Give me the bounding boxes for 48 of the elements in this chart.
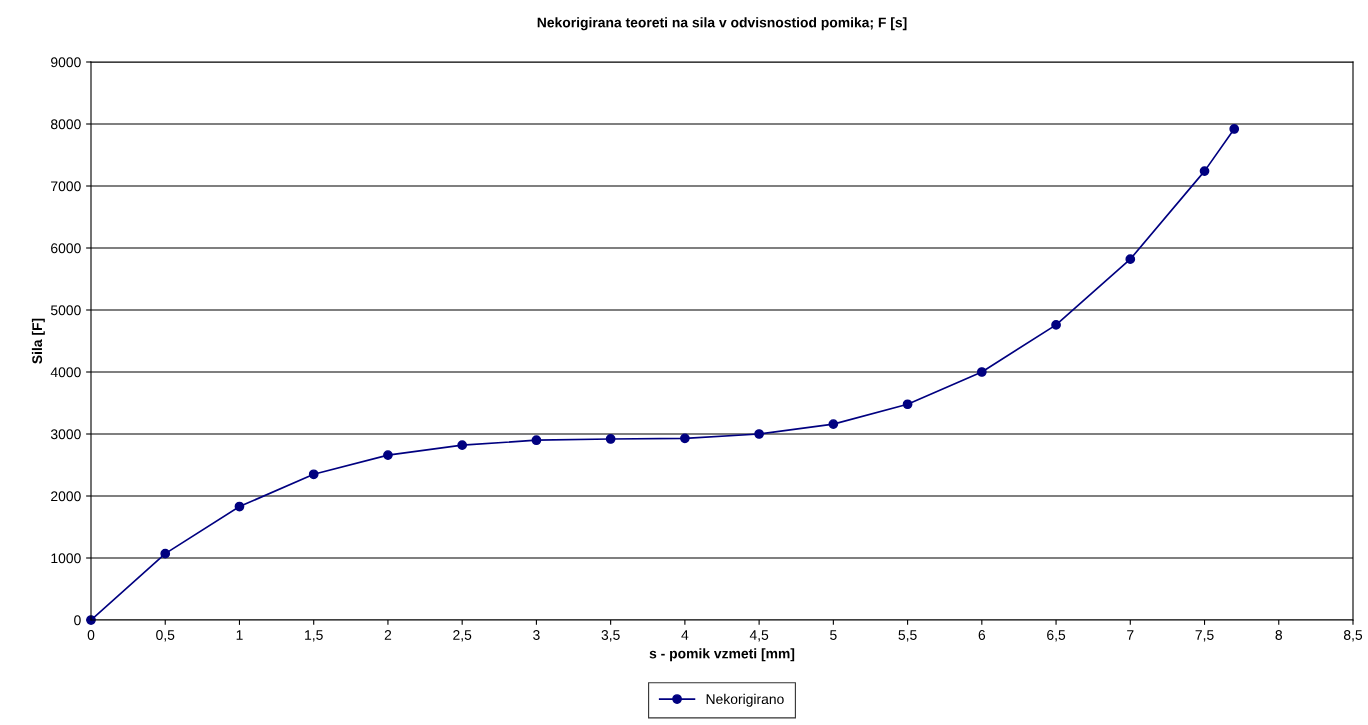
y-tick-label: 1000 xyxy=(51,553,81,564)
x-tick-label: 2 xyxy=(384,630,392,640)
point xyxy=(605,434,616,444)
legend-label: Nekorigirano xyxy=(706,693,784,707)
x-tick-label: 3,5 xyxy=(601,630,620,642)
x-tick-label: 5,5 xyxy=(898,630,917,642)
point xyxy=(1125,254,1136,265)
y-tick-label: 4000 xyxy=(50,367,81,378)
y-tick-label: 6000 xyxy=(51,243,81,254)
point xyxy=(680,433,690,444)
x-tick-label: 2,5 xyxy=(453,630,472,642)
y-tick-label: 0 xyxy=(74,615,81,626)
chart-title: Nekorigirana teoreti na sila v odvisnostiod pomika; F [s] xyxy=(537,17,907,31)
y-tick-label: 9000 xyxy=(51,57,81,68)
x-tick-label: 1 xyxy=(236,630,243,640)
x-tick-label: 8,5 xyxy=(1343,630,1363,642)
x-tick-label: 7 xyxy=(1127,630,1134,640)
point xyxy=(754,429,764,439)
point xyxy=(976,367,987,377)
y-axis-title: Sila [F] xyxy=(31,318,45,364)
x-tick-label: 8 xyxy=(1275,630,1283,640)
point xyxy=(1199,166,1210,176)
point xyxy=(308,469,319,480)
y-tick-label: 5000 xyxy=(50,305,81,316)
x-tick-label: 1,5 xyxy=(305,630,323,642)
y-tick-label: 2000 xyxy=(51,491,81,502)
point xyxy=(457,440,468,451)
point xyxy=(160,548,171,559)
x-tick-label: 6,5 xyxy=(1047,630,1066,642)
y-tick-label: 8000 xyxy=(50,119,81,130)
y-tick-label: 7000 xyxy=(51,181,81,192)
point xyxy=(828,419,839,429)
x-tick-label: 0,5 xyxy=(156,630,175,642)
point xyxy=(1229,124,1240,134)
x-tick-label: 0 xyxy=(87,630,95,640)
x-tick-label: 5 xyxy=(830,630,837,640)
point xyxy=(383,450,393,460)
x-tick-label: 6 xyxy=(978,630,986,640)
x-tick-label: 7,5 xyxy=(1195,630,1214,642)
x-tick-label: 4,5 xyxy=(749,630,769,642)
y-tick-label: 3000 xyxy=(50,429,81,440)
x-axis-title: s - pomik vzmeti [mm] xyxy=(649,648,795,662)
point xyxy=(902,399,913,410)
point xyxy=(531,435,542,446)
x-tick-label: 3 xyxy=(533,630,540,640)
point xyxy=(1051,320,1061,330)
point xyxy=(234,501,245,512)
x-tick-label: 4 xyxy=(681,630,689,640)
